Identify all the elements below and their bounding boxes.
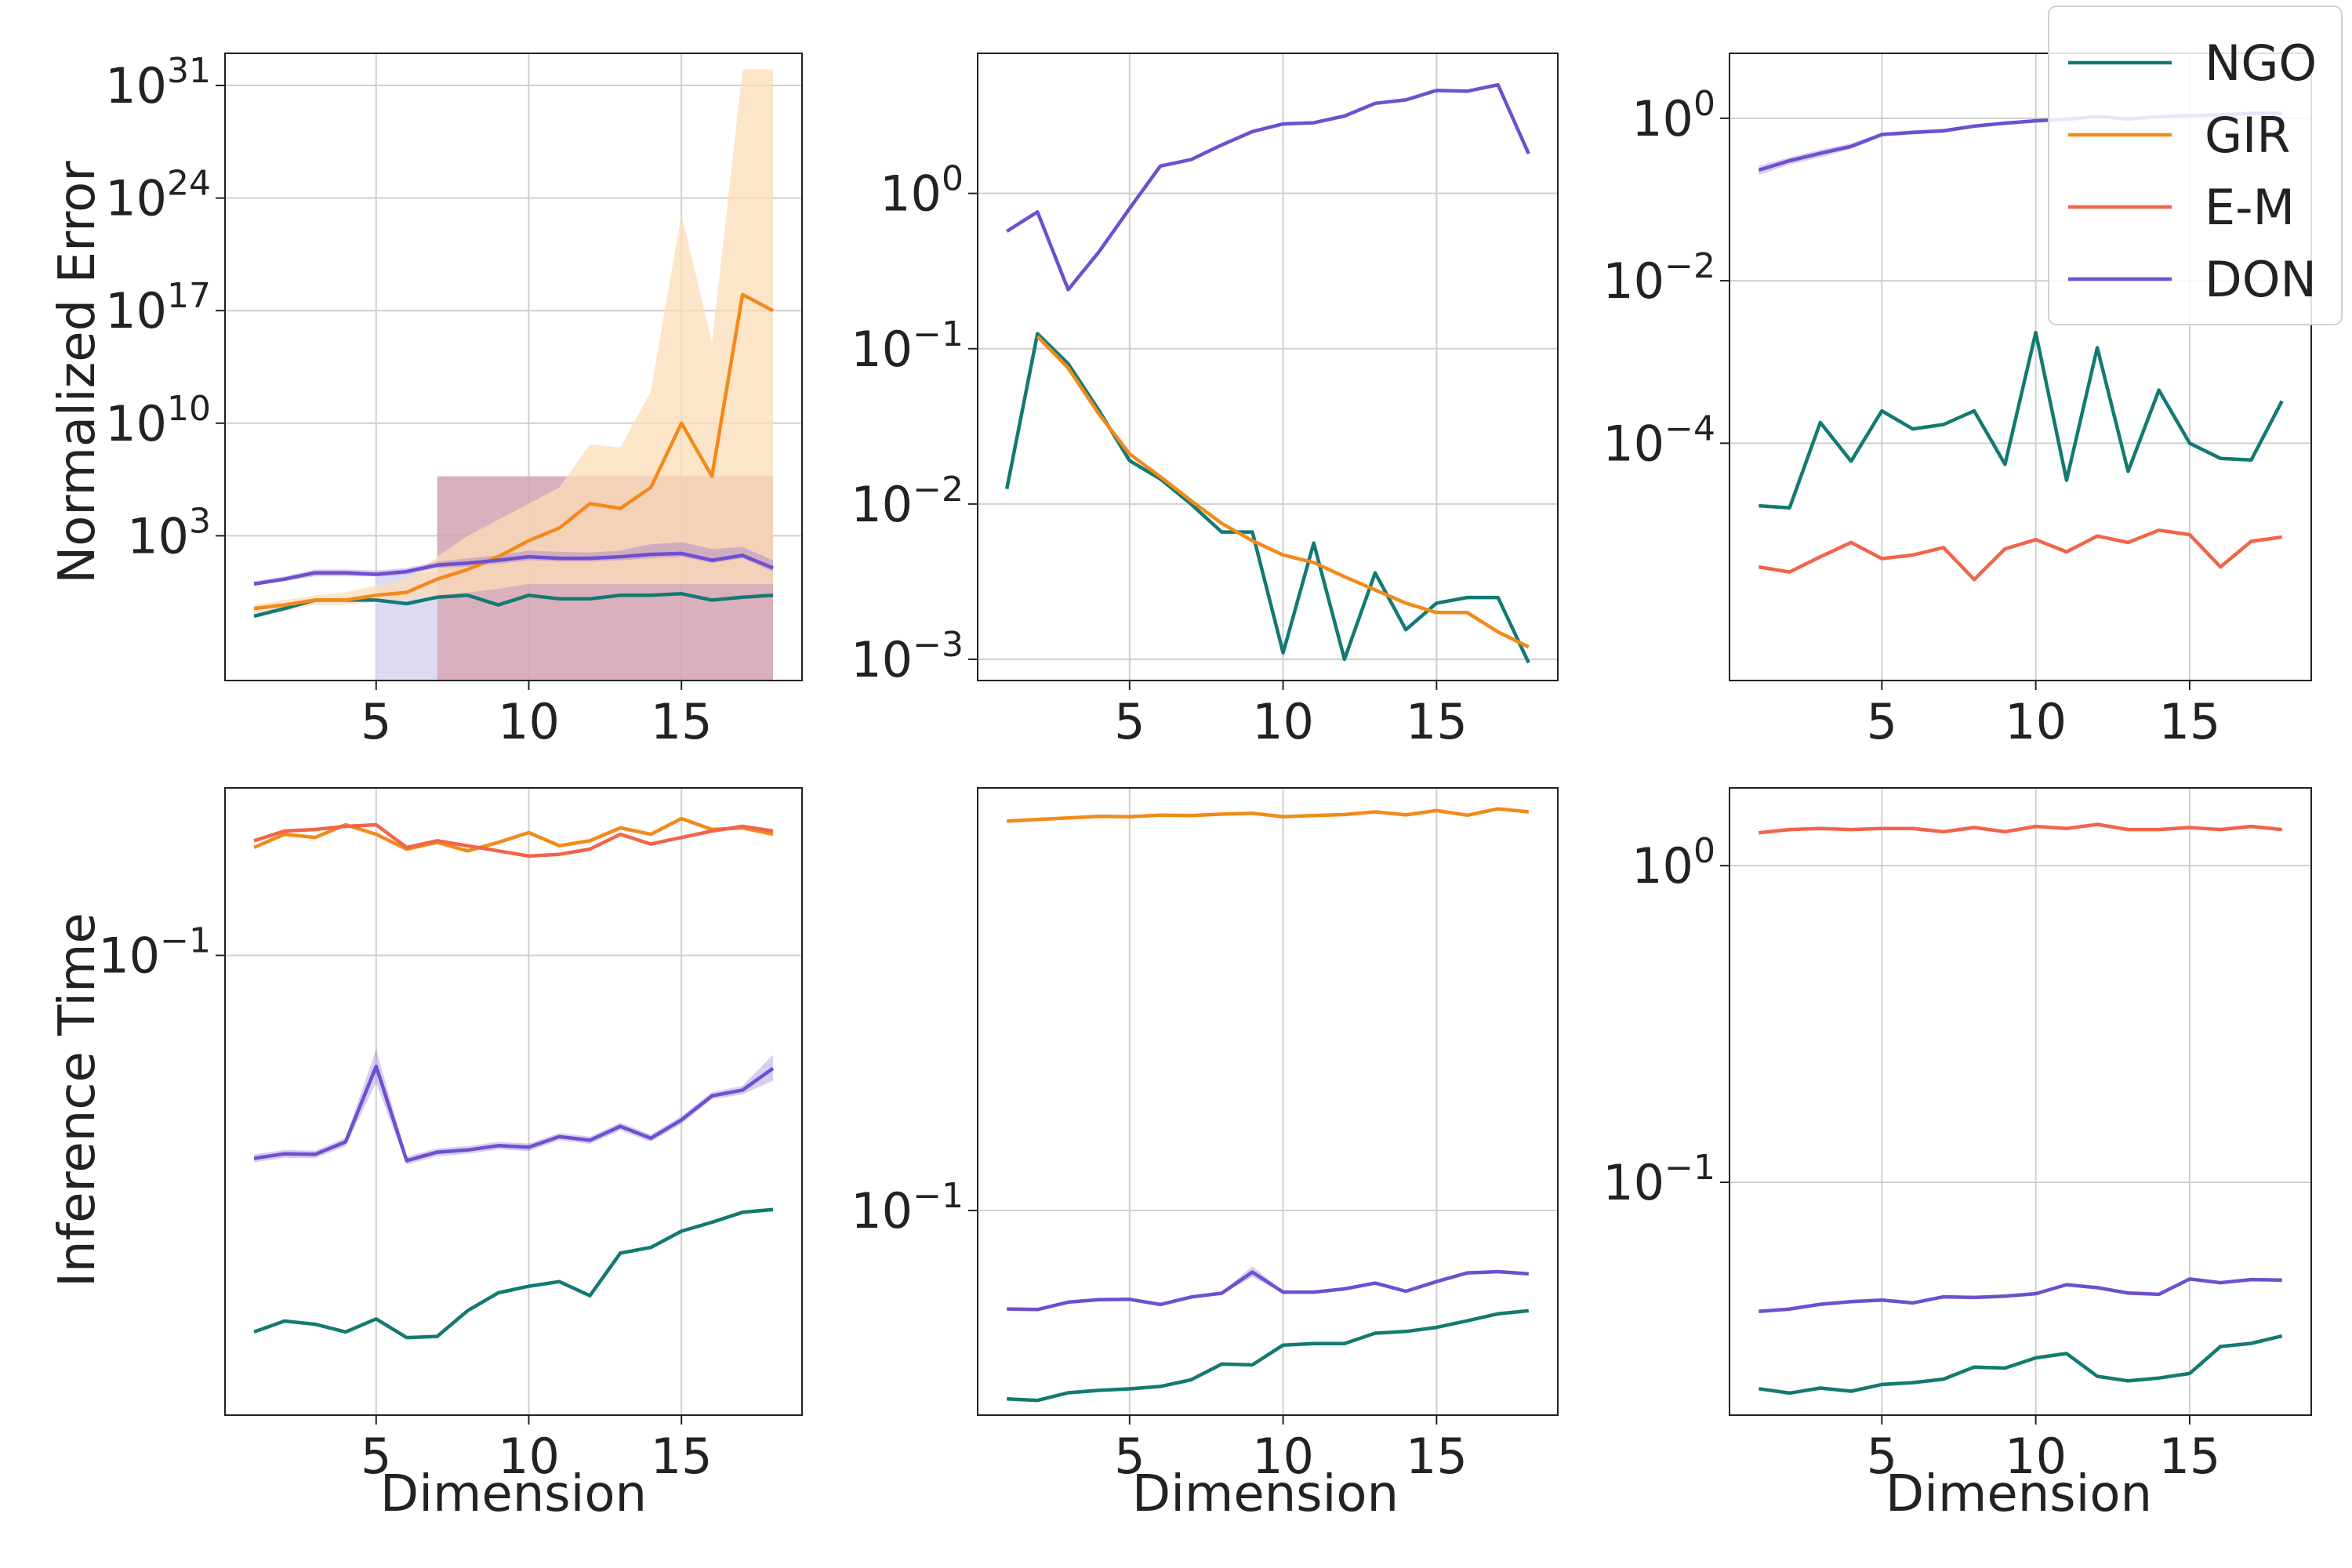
y-tick-label: 100 <box>1632 831 1715 895</box>
axes-frame <box>1729 787 2312 1416</box>
legend-item-ngo: NGO <box>2068 34 2317 92</box>
line-ngo <box>1758 1334 2283 1396</box>
subplot-6: 5 10 15 10−1 100 <box>1602 787 2312 1485</box>
axes-frame <box>224 53 803 681</box>
x-axis-label-middle: Dimension <box>1132 1465 1399 1523</box>
grid <box>1730 788 2311 1415</box>
line-gir <box>253 292 775 611</box>
legend-frame <box>2048 5 2343 325</box>
x-tick-label: 10 <box>1252 1428 1314 1485</box>
series-layer <box>1758 822 2283 1396</box>
legend: NGO GIR E-M DON <box>2048 5 2343 325</box>
axes-frame <box>977 787 1559 1416</box>
y-tick-label: 1010 <box>105 389 211 452</box>
axes-frame <box>1729 53 2312 681</box>
y-tick-label: 10−3 <box>851 625 964 688</box>
line-ngo <box>1759 330 2284 510</box>
y-tick-label: 100 <box>880 159 964 223</box>
x-tick-label: 15 <box>1406 693 1468 750</box>
axes-frame <box>977 53 1559 681</box>
x-tick-label: 15 <box>2158 1428 2220 1485</box>
x-tick-label: 5 <box>361 1428 391 1485</box>
y-tick-label: 1031 <box>105 51 211 114</box>
y-tick-label: 10−1 <box>851 1176 964 1240</box>
legend-item-e-m: E-M <box>2068 179 2295 236</box>
x-tick-label: 5 <box>1114 1428 1145 1485</box>
y-axis-label-bottom: Inference Time <box>49 913 107 1287</box>
x-tick-label: 10 <box>2005 693 2067 750</box>
line-gir <box>1036 335 1530 649</box>
grid <box>978 53 1558 681</box>
x-tick-label: 10 <box>2005 1428 2067 1485</box>
series-layer <box>253 69 775 681</box>
legend-item-don: DON <box>2068 251 2317 308</box>
line-gir <box>1007 807 1530 823</box>
legend-label: E-M <box>2205 179 2295 236</box>
y-tick-label: 10−1 <box>98 921 211 985</box>
line-don <box>253 551 774 586</box>
grid <box>978 788 1558 1415</box>
x-axis-label-left: Dimension <box>380 1465 647 1523</box>
line-e-m <box>253 822 774 858</box>
series-layer <box>253 816 775 1340</box>
series-layer <box>1004 82 1530 664</box>
legend-label: DON <box>2205 251 2317 308</box>
x-tick-label: 10 <box>1252 693 1314 750</box>
x-tick-label: 5 <box>1867 693 1897 750</box>
line-don <box>1005 82 1530 292</box>
y-tick-label: 10−2 <box>1602 246 1715 310</box>
plot-area <box>978 788 1558 1415</box>
x-tick-label: 15 <box>651 1428 713 1485</box>
series-layer <box>1007 807 1530 1403</box>
shade-gir <box>254 69 773 616</box>
x-tick-label: 10 <box>498 693 560 750</box>
y-tick-label: 1024 <box>105 164 211 227</box>
y-tick-label: 10−2 <box>851 470 964 533</box>
subplot-1: 5 10 15 103 1010 1017 1024 1031 <box>105 51 803 750</box>
x-tick-label: 5 <box>1114 693 1145 750</box>
y-axis-label-top: Normalized Error <box>49 161 107 584</box>
y-tick-label: 1017 <box>105 276 211 339</box>
y-tick-label: 100 <box>1632 84 1715 147</box>
plot-area <box>1730 788 2311 1415</box>
x-tick-label: 5 <box>361 693 391 750</box>
legend-label: NGO <box>2205 34 2317 92</box>
line-don <box>1007 1269 1529 1312</box>
line-don <box>253 1064 775 1163</box>
line-ngo <box>1007 1308 1530 1403</box>
x-tick-label: 15 <box>2158 693 2220 750</box>
line-e-m <box>1759 822 2282 835</box>
line-e-m <box>1758 528 2283 582</box>
subplot-2: 5 10 15 10−3 10−2 10−1 100 <box>851 53 1559 750</box>
plot-area <box>225 788 802 1415</box>
y-tick-label: 10−1 <box>851 314 964 378</box>
x-axis-label-right: Dimension <box>1886 1465 2152 1523</box>
subplot-5: 5 10 15 10−1 <box>851 787 1559 1485</box>
legend-item-gir: GIR <box>2068 107 2290 164</box>
subplot-4: 5 10 15 10−1 <box>98 787 803 1485</box>
legend-label: GIR <box>2205 107 2290 164</box>
y-tick-label: 10−4 <box>1602 408 1715 472</box>
y-tick-label: 10−1 <box>1602 1148 1715 1211</box>
axes-frame <box>224 787 803 1416</box>
line-ngo <box>253 1207 774 1340</box>
x-tick-label: 5 <box>1867 1428 1897 1485</box>
y-tick-label: 103 <box>127 501 211 564</box>
x-tick-label: 15 <box>1406 1428 1468 1485</box>
plot-area <box>978 53 1558 681</box>
line-don <box>1759 1277 2282 1314</box>
x-tick-label: 15 <box>651 693 713 750</box>
grid <box>225 788 802 1415</box>
x-tick-label: 10 <box>498 1428 560 1485</box>
line-ngo <box>1004 332 1530 664</box>
